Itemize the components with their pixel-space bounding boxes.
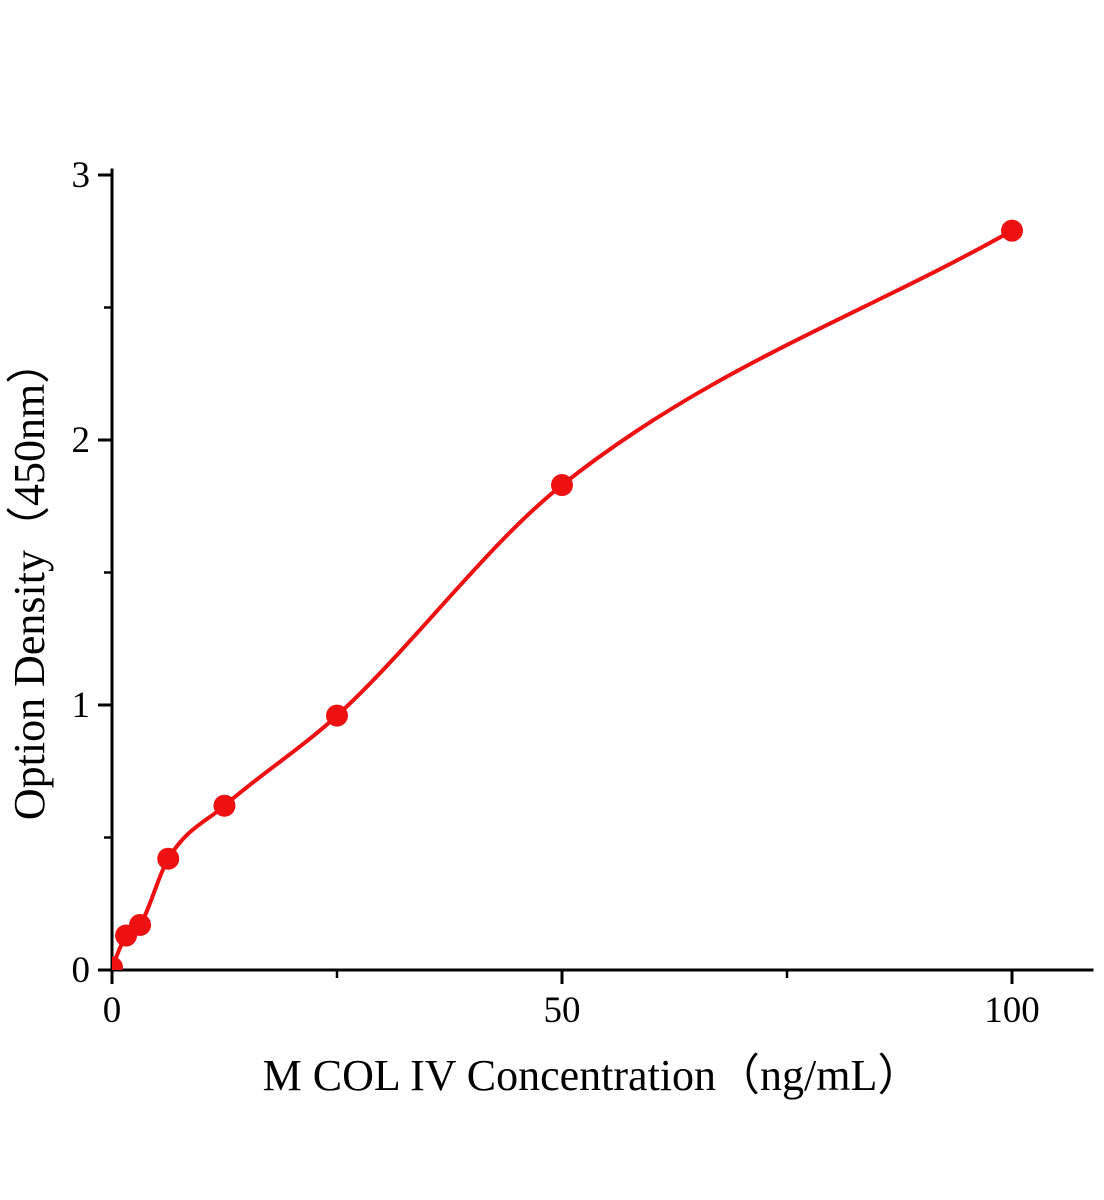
fit-curve: [112, 228, 1014, 970]
data-point: [326, 704, 348, 727]
data-series-layer: [112, 219, 1023, 970]
x-tick-label: 100: [984, 990, 1040, 1031]
data-point: [157, 847, 180, 870]
x-axis-title: M COL IV Concentration（ng/mL）: [263, 1051, 922, 1100]
y-tick-label: 3: [72, 155, 91, 196]
data-point: [551, 474, 573, 497]
y-tick-label: 0: [72, 950, 91, 991]
data-point: [112, 956, 123, 970]
y-tick-label: 1: [72, 685, 91, 726]
data-point: [213, 794, 236, 817]
x-tick-label: 0: [103, 990, 122, 1031]
y-tick-label: 2: [72, 420, 91, 461]
x-tick-label: 50: [544, 990, 581, 1031]
data-point: [1001, 219, 1023, 242]
data-point: [129, 913, 152, 936]
y-axis-title: Option Density（450nm）: [5, 340, 54, 820]
axes-layer: 0 50 100 0 1 2 3: [72, 155, 1094, 1031]
